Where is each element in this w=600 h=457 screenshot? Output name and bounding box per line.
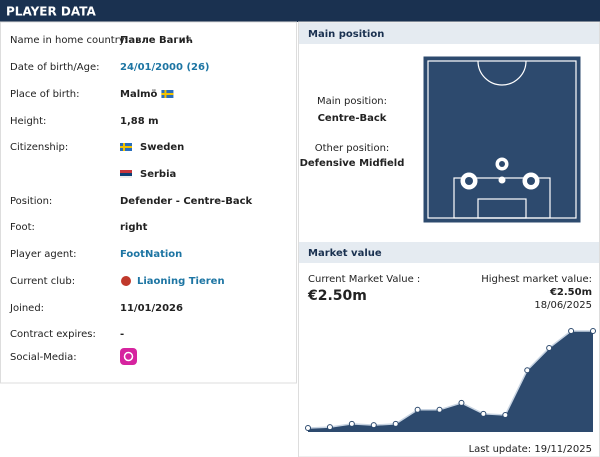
- row-label: Foot:: [10, 222, 35, 233]
- row-value: 1,88 m: [120, 116, 159, 127]
- value-point: [480, 410, 487, 417]
- row-value: Liaoning Tieren: [137, 276, 225, 287]
- header-bar: [0, 0, 600, 22]
- value-point: [524, 367, 531, 374]
- instagram-icon[interactable]: [120, 348, 137, 365]
- label: Current Market Value :: [308, 274, 420, 285]
- value-point: [392, 420, 399, 427]
- row-value: Sweden: [140, 142, 184, 153]
- club-logo: [121, 276, 131, 286]
- left-panel: [0, 21, 297, 384]
- row-label: Social-Media:: [10, 352, 77, 363]
- row-label: Name in home country:: [10, 35, 127, 46]
- row-label: Date of birth/Age:: [10, 62, 99, 73]
- flag: [120, 170, 132, 173]
- value-point: [458, 399, 465, 406]
- highest-date: 18/06/2025: [534, 300, 592, 311]
- value-point: [348, 420, 355, 427]
- row-value: Defender - Centre-Back: [120, 196, 253, 207]
- row-value: 24/01/2000 (26): [120, 62, 210, 73]
- section-title: Market value: [308, 248, 382, 259]
- value-point: [326, 424, 333, 431]
- row-label: Citizenship:: [10, 142, 68, 153]
- value-point: [305, 424, 311, 431]
- flag: [120, 173, 132, 176]
- row-value: FootNation: [120, 249, 182, 260]
- highest-value: €2.50m: [549, 287, 592, 298]
- row-label: Height:: [10, 116, 46, 127]
- row-value: -: [120, 329, 124, 340]
- player-rows: Name in home country:Павле Вагић Date of …: [9, 34, 253, 365]
- label: Other position:: [315, 143, 390, 154]
- current-value: €2.50m: [307, 288, 367, 304]
- label: Highest market value:: [481, 274, 592, 285]
- value-point: [414, 406, 421, 413]
- flag: [161, 93, 174, 95]
- row-label: Current club:: [10, 276, 75, 287]
- row-value: Павле Вагић: [120, 34, 193, 46]
- pitch: [423, 56, 581, 223]
- flag: [164, 90, 167, 98]
- value-point: [436, 406, 443, 413]
- row-label: Position:: [10, 196, 52, 207]
- value-line: [307, 330, 593, 429]
- label: Main position:: [317, 96, 387, 107]
- last-update: Last update: 19/11/2025: [469, 444, 592, 455]
- area-fill: [308, 331, 593, 432]
- flag: [120, 170, 132, 178]
- main-position: Centre-Back: [318, 113, 387, 124]
- section-title: Main position: [308, 29, 384, 40]
- other-position: Defensive Midfield: [300, 158, 405, 169]
- value-point: [502, 412, 509, 419]
- row-value: Malmö: [120, 89, 158, 100]
- value-point: [370, 422, 377, 429]
- row-value: Serbia: [140, 169, 176, 180]
- row-label: Place of birth:: [10, 89, 79, 100]
- section-header: [299, 23, 599, 44]
- value-point: [546, 344, 553, 351]
- flag: [120, 146, 132, 148]
- section-header: [299, 242, 599, 263]
- row-label: Contract expires:: [10, 329, 96, 340]
- header-title: PLAYER DATA: [6, 5, 96, 19]
- flag: [120, 143, 132, 151]
- value-point: [590, 328, 596, 334]
- row-label: Joined:: [9, 303, 44, 314]
- instagram-icon: [123, 351, 134, 362]
- row-value: right: [120, 222, 148, 233]
- row-value: 11/01/2026: [120, 303, 183, 314]
- value-point: [568, 328, 575, 334]
- flag: [120, 176, 132, 178]
- row-label: Player agent:: [10, 249, 77, 260]
